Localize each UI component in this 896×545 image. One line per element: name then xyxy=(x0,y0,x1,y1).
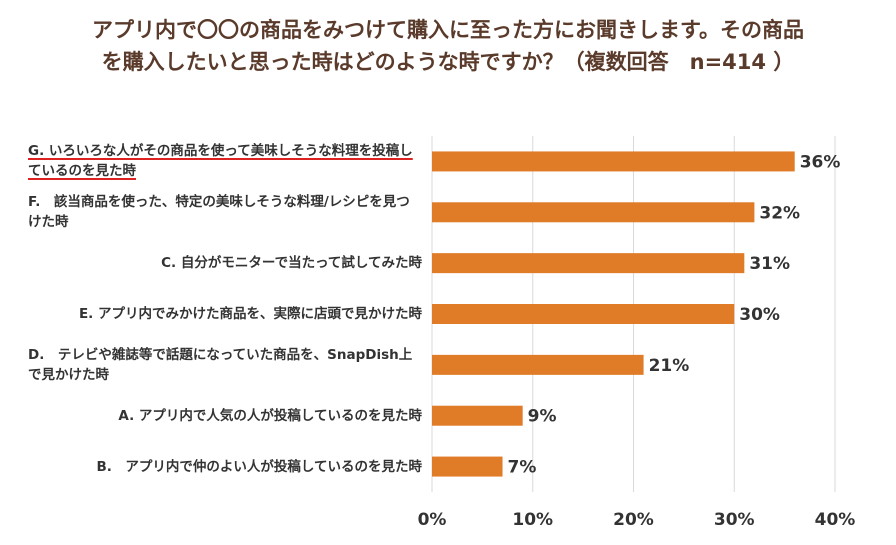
category-label: A. アプリ内で人気の人が投稿しているのを見た時 xyxy=(28,406,422,426)
value-label: 21% xyxy=(649,356,690,376)
x-tick-label: 20% xyxy=(613,510,654,530)
category-text: F. 該当商品を使った、特定の美味しそうな料理/レシピを見つけた時 xyxy=(28,194,410,231)
x-tick-label: 0% xyxy=(418,510,447,530)
bar xyxy=(432,456,503,477)
bar xyxy=(432,405,523,426)
bar xyxy=(432,202,755,223)
bar xyxy=(432,253,745,274)
value-label: 36% xyxy=(800,152,841,172)
category-text: G. いろいろな人がその商品を使って美味しそうな料理を投稿しているのを見た時 xyxy=(28,143,413,180)
category-label: E. アプリ内でみかけた商品を、実際に店頭で見かけた時 xyxy=(28,304,422,324)
category-text: B. アプリ内で仲のよい人が投稿しているのを見た時 xyxy=(96,458,422,475)
category-text: D. テレビや雑誌等で話題になっていた商品を、SnapDish上で見かけた時 xyxy=(28,346,413,383)
category-text: A. アプリ内で人気の人が投稿しているのを見た時 xyxy=(118,407,422,424)
bar xyxy=(432,304,735,324)
category-label: D. テレビや雑誌等で話題になっていた商品を、SnapDish上で見かけた時 xyxy=(28,345,422,385)
category-label: F. 該当商品を使った、特定の美味しそうな料理/レシピを見つけた時 xyxy=(28,192,422,232)
category-label: G. いろいろな人がその商品を使って美味しそうな料理を投稿しているのを見た時 xyxy=(28,141,422,181)
x-tick-label: 30% xyxy=(714,510,755,530)
value-label: 7% xyxy=(508,458,537,478)
chart-title: アプリ内で〇〇の商品をみつけて購入に至った方にお聞きします。その商品を購入したい… xyxy=(92,18,804,74)
bar xyxy=(432,151,795,172)
bar xyxy=(432,354,644,375)
category-label: B. アプリ内で仲のよい人が投稿しているのを見た時 xyxy=(28,457,422,477)
x-tick-label: 40% xyxy=(815,510,856,530)
value-label: 32% xyxy=(759,203,800,223)
x-tick-label: 10% xyxy=(512,510,553,530)
value-label: 31% xyxy=(749,254,790,274)
category-text: C. 自分がモニターで当たって試してみた時 xyxy=(161,255,422,272)
category-text: E. アプリ内でみかけた商品を、実際に店頭で見かけた時 xyxy=(78,306,422,322)
value-label: 30% xyxy=(739,305,780,325)
value-label: 9% xyxy=(528,407,557,427)
category-label: C. 自分がモニターで当たって試してみた時 xyxy=(28,253,422,273)
